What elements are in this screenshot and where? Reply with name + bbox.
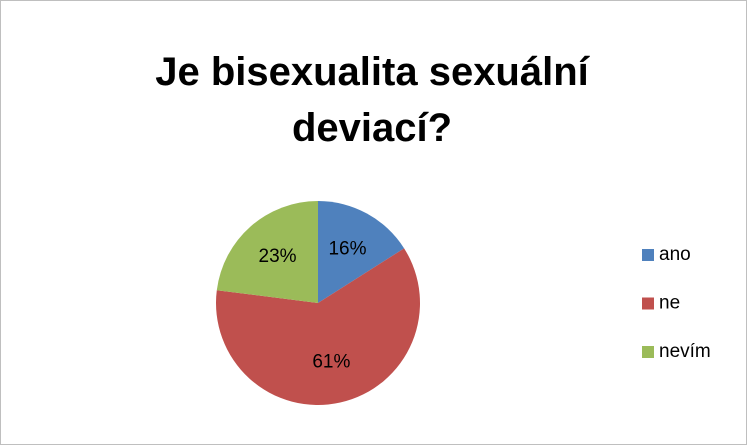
pie-slice [318,201,405,303]
chart-title: Je bisexualita sexuální deviací? [155,50,589,150]
legend-swatch [642,346,654,358]
legend-label: nevím [659,341,711,362]
data-label: 61% [312,352,350,373]
data-label: 23% [259,246,297,267]
legend-label: ne [659,293,680,314]
pie-slice [216,248,421,406]
legend-swatch [642,249,654,261]
legend-swatch [642,297,654,310]
pie-slice [216,201,318,303]
legend-label: ano [659,244,691,265]
data-label: 16% [328,238,366,259]
